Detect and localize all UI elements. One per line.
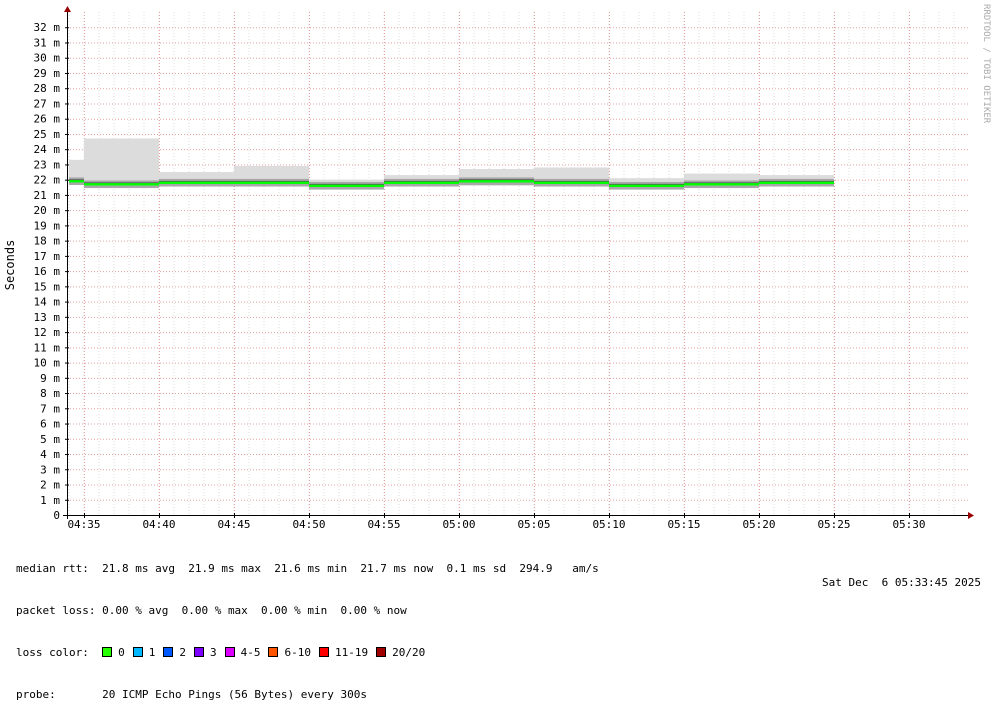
y-tick-label: 18 m <box>34 235 61 248</box>
y-tick-label: 22 m <box>34 174 61 187</box>
chart-grid <box>67 12 968 515</box>
y-tick-label: 9 m <box>40 372 60 385</box>
loss-color-swatch <box>102 647 113 657</box>
chart-axes <box>63 6 974 519</box>
x-tick-label: 05:10 <box>592 518 625 531</box>
loss-color-label-text: 3 <box>209 646 217 659</box>
x-tick-label: 04:50 <box>292 518 325 531</box>
x-tick-label: 05:20 <box>742 518 775 531</box>
x-tick-label: 04:45 <box>217 518 250 531</box>
loss-color-item: 11-19 <box>318 646 369 659</box>
y-tick-label: 2 m <box>40 479 60 492</box>
loss-color-label-text: 0 <box>118 646 125 659</box>
loss-color-item: 1 <box>132 646 156 659</box>
y-tick-labels: 0 1 m 2 m 3 m 4 m 5 m 6 m 7 m 8 m 9 m 10 m 11 m 12 m… <box>34 21 69 522</box>
y-tick-label: 26 m <box>34 113 61 126</box>
median-rtt-lines <box>69 179 834 188</box>
y-tick-label: 17 m <box>34 250 61 263</box>
x-tick-label: 05:05 <box>517 518 550 531</box>
packet-loss-row: packet loss: 0.00 % avg 0.00 % max 0.00 … <box>16 604 599 618</box>
y-tick-label: 7 m <box>40 402 60 415</box>
y-tick-label: 5 m <box>40 433 60 446</box>
y-tick-label: 6 m <box>40 418 60 431</box>
x-tick-label: 04:55 <box>367 518 400 531</box>
y-tick-label: 29 m <box>34 67 61 80</box>
x-tick-label: 04:40 <box>142 518 175 531</box>
y-tick-label: 31 m <box>34 36 61 49</box>
y-tick-label: 1 m <box>40 494 60 507</box>
y-tick-label: 0 <box>53 509 60 522</box>
x-tick-label: 04:35 <box>67 518 100 531</box>
x-tick-label: 05:15 <box>667 518 700 531</box>
rtt-spread-band <box>84 138 159 188</box>
y-tick-label: 15 m <box>34 280 61 293</box>
loss-color-label-text: 1 <box>148 646 156 659</box>
loss-color-label-text: 6-10 <box>284 646 311 659</box>
y-tick-label: 28 m <box>34 82 61 95</box>
y-axis-arrow <box>64 6 71 12</box>
y-tick-label: 10 m <box>34 357 61 370</box>
loss-color-label: loss color: <box>16 646 89 659</box>
median-rtt-row: median rtt: 21.8 ms avg 21.9 ms max 21.6… <box>16 562 599 576</box>
packet-loss-label: packet loss: <box>16 604 96 617</box>
y-tick-label: 19 m <box>34 219 61 232</box>
chart-legend: median rtt: 21.8 ms avg 21.9 ms max 21.6… <box>16 534 599 716</box>
x-tick-label: 05:25 <box>817 518 850 531</box>
y-tick-label: 24 m <box>34 143 61 156</box>
y-tick-label: 30 m <box>34 52 61 65</box>
median-rtt-values: 21.8 ms avg 21.9 ms max 21.6 ms min 21.7… <box>102 562 599 575</box>
loss-color-item: 6-10 <box>268 646 311 659</box>
loss-color-label-text: 11-19 <box>334 646 369 659</box>
median-rtt-label: median rtt: <box>16 562 89 575</box>
y-tick-label: 8 m <box>40 387 60 400</box>
y-tick-label: 11 m <box>34 341 61 354</box>
y-tick-label: 4 m <box>40 448 60 461</box>
loss-color-swatch <box>224 647 235 657</box>
loss-color-item: 3 <box>193 646 217 659</box>
y-tick-label: 12 m <box>34 326 61 339</box>
y-tick-label: 23 m <box>34 158 61 171</box>
y-tick-label: 21 m <box>34 189 61 202</box>
y-tick-label: 3 m <box>40 463 60 476</box>
probe-label: probe: <box>16 688 56 701</box>
packet-loss-values: 0.00 % avg 0.00 % max 0.00 % min 0.00 % … <box>102 604 407 617</box>
x-axis-arrow <box>968 512 974 519</box>
latency-chart: 0 1 m 2 m 3 m 4 m 5 m 6 m 7 m 8 m 9 m 10 m 11 m 12 m… <box>3 4 991 531</box>
y-tick-label: 27 m <box>34 97 61 110</box>
x-tick-label: 05:00 <box>442 518 475 531</box>
loss-color-label-text: 20/20 <box>392 646 426 659</box>
timestamp: Sat Dec 6 05:33:45 2025 <box>822 576 981 589</box>
probe-value: 20 ICMP Echo Pings (56 Bytes) every 300s <box>102 688 368 701</box>
loss-color-item: 2 <box>163 646 186 659</box>
probe-row: probe: 20 ICMP Echo Pings (56 Bytes) eve… <box>16 688 599 702</box>
x-tick-label: 05:30 <box>892 518 925 531</box>
loss-color-label-text: 2 <box>179 646 186 659</box>
y-tick-label: 32 m <box>34 21 61 34</box>
loss-color-swatch <box>193 647 204 657</box>
y-tick-label: 13 m <box>34 311 61 324</box>
loss-color-swatch <box>376 647 387 657</box>
loss-color-item: 4-5 <box>224 646 261 659</box>
loss-color-swatch <box>132 647 143 657</box>
loss-color-item: 0 <box>102 646 125 659</box>
y-tick-label: 20 m <box>34 204 61 217</box>
loss-color-swatch <box>318 647 329 657</box>
y-axis-title: Seconds <box>3 240 17 291</box>
loss-color-items: 0 1 2 3 4-5 6-10 11-19 20/20 <box>102 646 433 659</box>
y-tick-label: 16 m <box>34 265 61 278</box>
loss-color-swatch <box>268 647 279 657</box>
loss-color-swatch <box>163 647 174 657</box>
watermark-text: RRDTOOL / TOBI OETIKER <box>981 4 991 124</box>
loss-color-row: loss color: 0 1 2 3 4-5 6-10 11-19 20/20 <box>16 646 599 660</box>
loss-color-label-text: 4-5 <box>240 646 261 659</box>
y-tick-label: 14 m <box>34 296 61 309</box>
y-tick-label: 25 m <box>34 128 61 141</box>
x-tick-labels: 04:35 04:40 04:45 04:50 04:55 05:00 05:05 05:10… <box>67 513 926 531</box>
loss-color-item: 20/20 <box>376 646 425 659</box>
